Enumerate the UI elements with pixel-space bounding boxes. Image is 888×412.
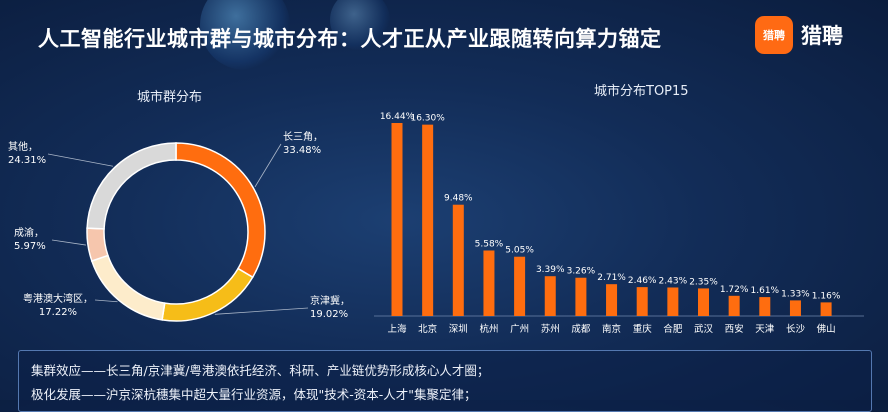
brand-name: 猎聘 (801, 24, 843, 48)
bar-value-label-4: 5.05% (505, 246, 534, 256)
bar-4 (514, 256, 526, 316)
bar-category-label-2: 深圳 (449, 324, 468, 335)
donut-category-label-3: 成渝， (14, 226, 44, 239)
bar-value-label-13: 1.33% (781, 289, 810, 299)
note-line-1: 集群效应——长三角/京津冀/粤港澳依托经济、科研、产业链优势形成核心人才圈； (31, 363, 490, 378)
page-title: 人工智能行业城市群与城市分布：人才正从产业跟随转向算力锚定 (38, 27, 662, 51)
donut-leader-line-0 (254, 143, 282, 188)
bar-10 (698, 288, 709, 316)
bar-12 (759, 297, 771, 316)
bar-value-label-0: 16.44% (380, 112, 415, 122)
notes-panel: 集群效应——长三角/京津冀/粤港澳依托经济、科研、产业链优势形成核心人才圈； 极… (18, 350, 872, 412)
donut-slice-4 (86, 142, 177, 230)
donut-category-label-1: 京津冀， (310, 294, 350, 307)
bar-category-label-6: 成都 (571, 323, 591, 335)
donut-value-label-0: 33.48% (283, 145, 321, 156)
decorative-bubble (200, 0, 290, 70)
bar-value-label-8: 2.46% (628, 276, 657, 286)
header: 人工智能行业城市群与城市分布：人才正从产业跟随转向算力锚定 猎聘 猎聘 (0, 0, 888, 70)
bar-category-label-13: 长沙 (786, 323, 806, 335)
donut-category-label-2: 粤港澳大湾区， (23, 292, 93, 305)
donut-value-label-3: 5.97% (14, 241, 46, 252)
bar-value-label-1: 16.30% (410, 114, 445, 124)
bar-category-label-8: 重庆 (633, 323, 653, 335)
donut-value-label-1: 19.02% (310, 309, 348, 320)
bar-value-label-14: 1.16% (812, 291, 841, 301)
donut-slice-1 (161, 267, 254, 322)
donut-leader-line-2 (94, 299, 118, 303)
bar-8 (636, 287, 648, 316)
donut-leader-line-4 (47, 153, 114, 167)
bar-0 (391, 123, 403, 316)
bar-category-label-3: 杭州 (479, 323, 498, 335)
bar-category-label-4: 广州 (510, 323, 529, 335)
bar-value-label-9: 2.43% (659, 276, 688, 286)
bar-3 (483, 250, 495, 316)
bar-11 (728, 295, 740, 316)
donut-value-label-4: 24.31% (8, 155, 46, 166)
bar-chart-title: 城市分布TOP15 (594, 84, 689, 99)
bar-value-label-10: 2.35% (689, 277, 718, 287)
bar-6 (575, 277, 587, 316)
bar-14 (820, 302, 832, 316)
brand-logo: 猎聘 (755, 16, 793, 54)
bar-value-label-7: 2.71% (597, 273, 626, 283)
brand: 猎聘 猎聘 (755, 16, 843, 54)
bar-1 (422, 124, 434, 316)
bar-category-label-12: 天津 (755, 324, 775, 335)
bar-value-label-11: 1.72% (720, 285, 749, 295)
donut-category-label-0: 长三角， (283, 131, 323, 143)
donut-leader-line-3 (51, 239, 87, 246)
donut-slice-2 (90, 254, 166, 321)
bar-category-label-1: 北京 (418, 323, 437, 335)
bar-category-label-10: 武汉 (694, 323, 714, 335)
bar-value-label-5: 3.39% (536, 265, 565, 275)
donut-category-label-4: 其他， (8, 140, 38, 153)
bar-value-label-3: 5.58% (475, 239, 504, 249)
bar-category-label-14: 佛山 (817, 323, 836, 335)
bar-category-label-9: 合肥 (663, 323, 683, 335)
bar-category-label-5: 苏州 (541, 323, 560, 335)
bar-2 (452, 204, 464, 316)
bar-chart: 16.44% 上海 16.30% 北京 9.48% 深圳 5.58% 杭州 5.05% 广州 3.3… (374, 112, 864, 335)
bar-5 (544, 276, 556, 316)
bar-category-label-0: 上海 (387, 323, 407, 335)
donut-slice-3 (86, 227, 109, 262)
bar-7 (606, 284, 618, 316)
donut-chart-title: 城市群分布 (137, 90, 203, 105)
decorative-bubble (330, 0, 390, 50)
bar-13 (789, 300, 801, 316)
donut-chart: 长三角， 33.48% 京津冀， 19.02% 粤港澳大湾区， 17.22% 成渝， 5.97… (8, 131, 350, 322)
bar-9 (667, 287, 679, 316)
note-line-2: 极化发展——沪京深杭穗集中超大量行业资源，体现"技术-资本-人才"集聚定律； (31, 387, 477, 402)
donut-value-label-2: 17.22% (39, 307, 77, 318)
bar-category-label-11: 西安 (725, 323, 744, 335)
bar-value-label-12: 1.61% (751, 286, 780, 296)
bar-value-label-6: 3.26% (567, 267, 596, 277)
bar-value-label-2: 9.48% (444, 194, 473, 204)
donut-leader-line-1 (214, 307, 309, 315)
bar-category-label-7: 南京 (602, 323, 621, 335)
donut-slice-0 (175, 142, 266, 279)
